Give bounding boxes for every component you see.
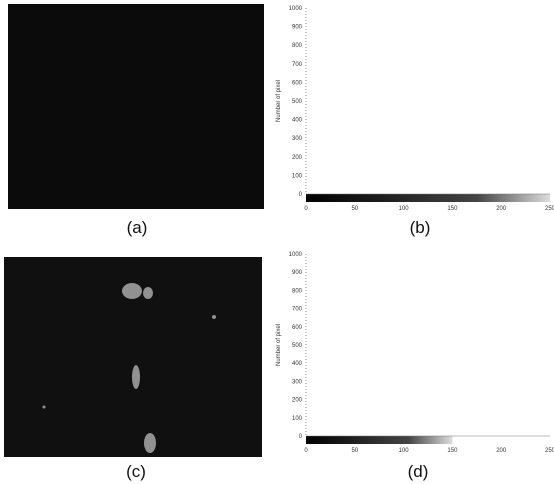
- x-tick-label: 150: [447, 206, 458, 212]
- y-axis-label: Number of pixel: [276, 324, 282, 366]
- histogram-b: 0 100 200 300 400 500 600 700 800 900 1000 0 50 100 15…: [276, 6, 554, 212]
- y-tick-label: 300: [292, 379, 303, 385]
- y-tick-label: 900: [292, 25, 303, 31]
- y-tick-label: 900: [292, 270, 303, 276]
- y-tick-label: 0: [299, 192, 303, 198]
- y-tick-label: 1000: [289, 252, 303, 258]
- x-tick-label: 150: [447, 448, 458, 454]
- y-tick-label: 700: [292, 62, 303, 68]
- photo-c-highlights: [42, 283, 216, 453]
- y-tick-label: 500: [292, 99, 303, 105]
- x-tick-label: 250: [545, 448, 554, 454]
- x-tick-label: 200: [496, 206, 507, 212]
- y-tick-label: 100: [292, 173, 303, 179]
- caption-b: (b): [409, 218, 431, 237]
- y-tick-label: 700: [292, 307, 303, 313]
- y-tick-label: 500: [292, 343, 303, 349]
- x-tick-label: 50: [351, 206, 358, 212]
- histogram-d: 0 100 200 300 400 500 600 700 800 900 1000 0 50 100 15…: [276, 252, 554, 454]
- x-tick-label: 0: [304, 448, 308, 454]
- y-tick-label: 400: [292, 361, 303, 367]
- y-tick-label: 300: [292, 136, 303, 142]
- x-tick-label: 0: [304, 206, 308, 212]
- y-tick-label: 400: [292, 118, 303, 124]
- caption-a: (a): [126, 218, 148, 237]
- y-tick-label: 600: [292, 80, 303, 86]
- y-tick-label: 0: [299, 434, 303, 440]
- x-tick-label: 100: [399, 448, 410, 454]
- photo-c: [4, 257, 262, 457]
- y-tick-label: 600: [292, 325, 303, 331]
- caption-d: (d): [407, 462, 429, 481]
- x-tick-label: 200: [496, 448, 507, 454]
- y-tick-label: 1000: [289, 6, 303, 12]
- caption-c: (c): [126, 462, 146, 481]
- y-tick-label: 200: [292, 155, 303, 161]
- y-tick-label: 200: [292, 398, 303, 404]
- y-tick-label: 100: [292, 416, 303, 422]
- histogram-bar: [306, 436, 453, 444]
- x-tick-label: 100: [399, 206, 410, 212]
- y-tick-label: 800: [292, 43, 303, 49]
- y-axis-label: Number of pixel: [276, 80, 282, 122]
- x-tick-label: 250: [545, 206, 554, 212]
- x-tick-label: 50: [351, 448, 358, 454]
- histogram-bar: [306, 194, 550, 202]
- y-tick-label: 800: [292, 288, 303, 294]
- photo-a: [8, 4, 264, 209]
